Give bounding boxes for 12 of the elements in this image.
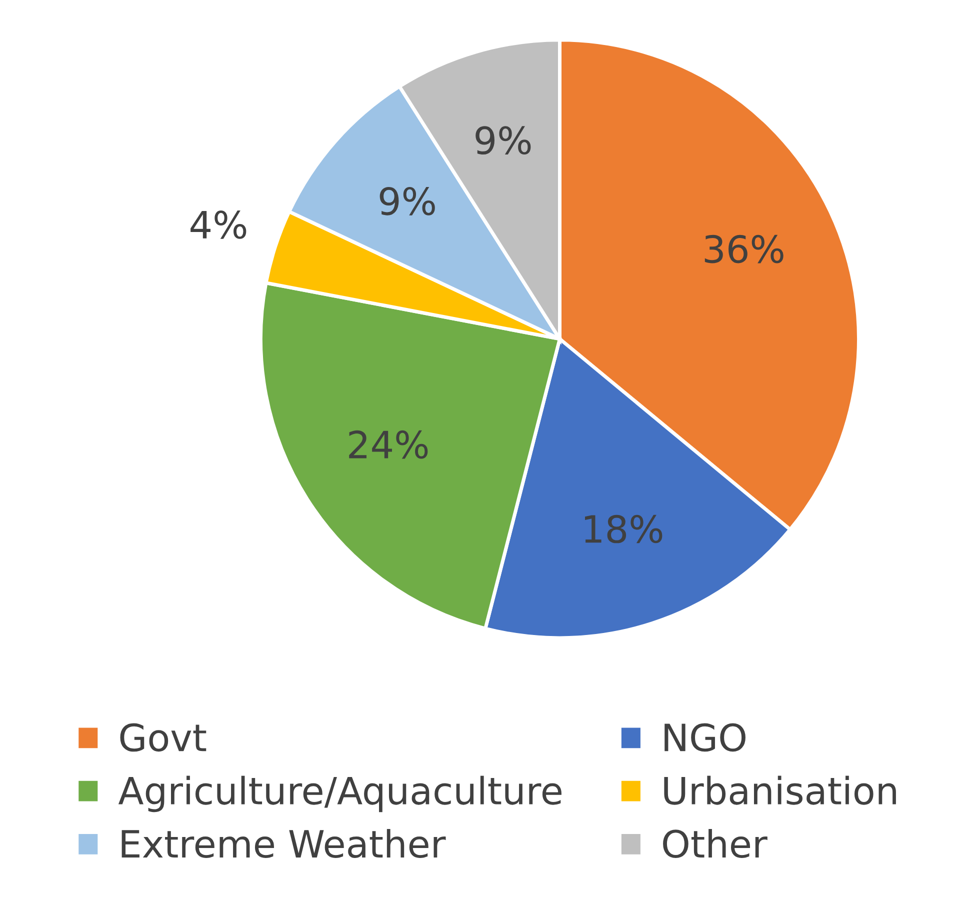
legend-label: Agriculture/Aquaculture xyxy=(118,776,562,812)
data-label: 4% xyxy=(190,210,246,239)
legend-label: Govt xyxy=(120,723,206,752)
data-label: 24% xyxy=(349,430,428,459)
legend-label: Extreme Weather xyxy=(122,828,446,858)
legend-label: NGO xyxy=(664,723,746,752)
legend-label: Urbanisation xyxy=(664,776,896,805)
data-label: 36% xyxy=(704,234,784,264)
data-label: 18% xyxy=(585,514,662,544)
data-label: 9% xyxy=(380,186,435,216)
legend-label: Other xyxy=(663,828,768,858)
data-label: 9% xyxy=(476,126,531,155)
